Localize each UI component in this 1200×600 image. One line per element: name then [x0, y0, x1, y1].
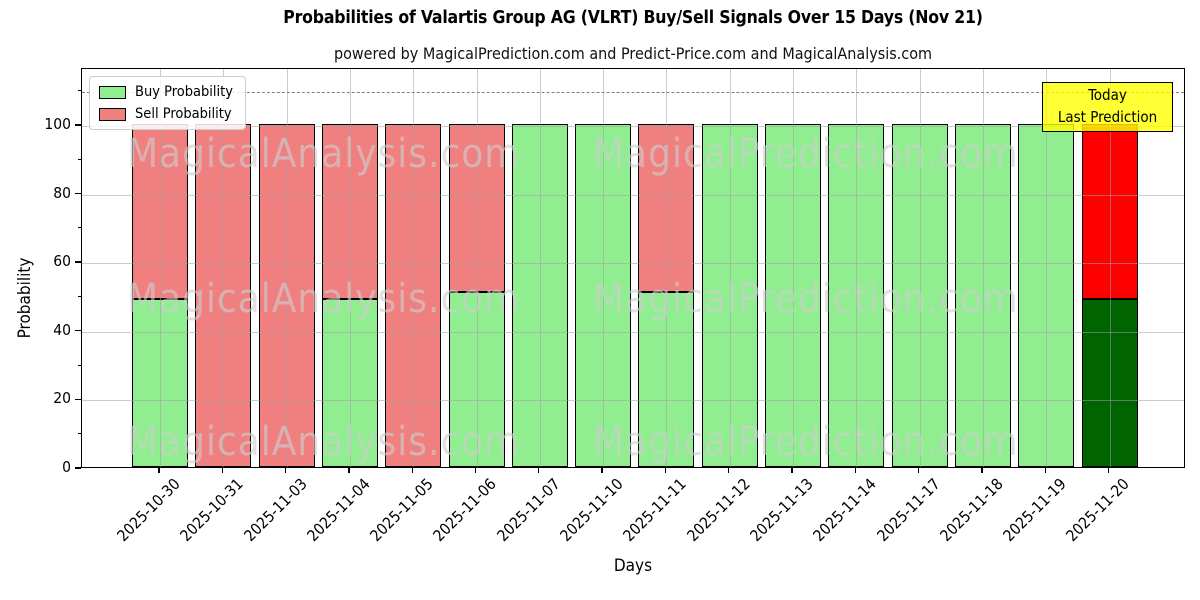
- v-gridline: [603, 69, 605, 467]
- x-tick-label: 2025-11-18: [936, 475, 1007, 546]
- x-tick-mark: [854, 468, 856, 473]
- x-axis-label: Days: [613, 556, 653, 576]
- watermark-text: MagicalAnalysis.com: [127, 276, 521, 322]
- today-annotation-line1: Today: [1088, 86, 1127, 104]
- x-tick-mark: [221, 468, 223, 473]
- today-annotation: Today Last Prediction: [1042, 82, 1173, 132]
- v-gridline: [539, 69, 541, 467]
- h-gridline: [82, 331, 1184, 333]
- x-tick-label: 2025-11-07: [493, 475, 564, 546]
- y-tick-label: 80: [53, 183, 71, 202]
- legend-item-buy: Buy Probability: [99, 84, 233, 100]
- legend-label-buy: Buy Probability: [135, 84, 233, 100]
- v-gridline: [349, 69, 351, 467]
- legend: Buy Probability Sell Probability: [89, 76, 246, 130]
- today-annotation-line2: Last Prediction: [1057, 107, 1158, 126]
- v-gridline: [1109, 69, 1111, 467]
- y-tick-mark: [75, 192, 81, 195]
- watermark-text: MagicalAnalysis.com: [127, 131, 521, 177]
- x-tick-mark: [474, 468, 477, 473]
- h-gridline: [82, 263, 1184, 265]
- y-tick-mark: [75, 124, 81, 126]
- chart-title: Probabilities of Valartis Group AG (VLRT…: [283, 8, 983, 28]
- x-tick-label: 2025-11-14: [809, 475, 881, 546]
- v-gridline: [793, 69, 794, 467]
- x-tick-label: 2025-10-30: [113, 475, 184, 546]
- y-tick-mark: [75, 261, 81, 263]
- v-gridline: [413, 69, 415, 467]
- x-tick-mark: [1044, 468, 1046, 473]
- v-gridline: [223, 69, 225, 467]
- h-gridline: [82, 194, 1184, 196]
- x-tick-label: 2025-11-19: [999, 475, 1070, 546]
- v-gridline: [856, 69, 858, 467]
- x-tick-label: 2025-11-04: [303, 475, 374, 546]
- chart-subtitle: powered by MagicalPrediction.com and Pre…: [333, 44, 933, 63]
- y-minor-tick-mark: [77, 364, 81, 366]
- y-tick-mark: [75, 398, 81, 401]
- v-gridline: [919, 69, 921, 467]
- x-tick-mark: [411, 468, 413, 473]
- plot-area: [81, 68, 1185, 468]
- y-minor-tick-mark: [77, 227, 81, 229]
- v-gridline: [982, 69, 984, 467]
- x-tick-label: 2025-11-20: [1063, 475, 1134, 546]
- x-tick-mark: [601, 468, 603, 473]
- y-minor-tick-mark: [77, 158, 81, 160]
- x-tick-mark: [791, 468, 793, 473]
- y-axis-label: Probability: [15, 257, 35, 339]
- x-tick-label: 2025-11-12: [683, 475, 754, 546]
- watermark-text: MagicalPrediction.com: [593, 419, 1019, 465]
- x-tick-mark: [284, 468, 287, 473]
- v-gridline: [160, 69, 161, 467]
- v-gridline: [729, 69, 731, 467]
- y-tick-mark: [75, 467, 81, 469]
- x-tick-mark: [664, 468, 667, 473]
- y-tick-label: 20: [53, 389, 71, 408]
- v-gridline: [286, 69, 288, 467]
- x-tick-mark: [538, 468, 540, 473]
- legend-label-sell: Sell Probability: [135, 106, 232, 122]
- x-tick-label: 2025-11-05: [366, 475, 437, 546]
- watermark-text: MagicalPrediction.com: [593, 276, 1019, 322]
- x-tick-mark: [1107, 468, 1110, 473]
- y-tick-label: 0: [62, 458, 71, 476]
- y-tick-label: 40: [53, 320, 71, 339]
- watermark-text: MagicalAnalysis.com: [127, 419, 521, 465]
- threshold-dashed-line: [82, 91, 1184, 93]
- x-tick-label: 2025-11-17: [873, 475, 944, 546]
- buy-color-swatch: [99, 85, 126, 99]
- y-tick-label: 60: [53, 252, 71, 271]
- y-minor-tick-mark: [77, 295, 81, 298]
- h-gridline: [82, 400, 1184, 402]
- y-minor-tick-mark: [77, 90, 81, 92]
- x-tick-label: 2025-11-03: [240, 475, 311, 546]
- x-tick-label: 2025-11-10: [556, 475, 627, 546]
- x-tick-mark: [917, 468, 920, 473]
- y-tick-mark: [75, 330, 81, 332]
- x-tick-label: 2025-11-13: [746, 475, 817, 546]
- y-tick-label: 100: [44, 114, 71, 133]
- v-gridline: [476, 69, 478, 467]
- x-tick-mark: [158, 468, 160, 473]
- h-gridline: [82, 125, 1184, 127]
- x-tick-label: 2025-11-11: [620, 475, 691, 546]
- x-tick-label: 2025-11-06: [430, 475, 501, 546]
- y-minor-tick-mark: [77, 433, 81, 435]
- watermark-text: MagicalPrediction.com: [593, 131, 1019, 177]
- x-tick-mark: [728, 468, 730, 473]
- legend-item-sell: Sell Probability: [99, 106, 233, 122]
- v-gridline: [666, 69, 668, 467]
- sell-color-swatch: [99, 107, 126, 121]
- x-tick-mark: [348, 468, 350, 473]
- x-tick-mark: [981, 468, 983, 473]
- x-tick-label: 2025-10-31: [176, 475, 248, 546]
- v-gridline: [1046, 69, 1048, 467]
